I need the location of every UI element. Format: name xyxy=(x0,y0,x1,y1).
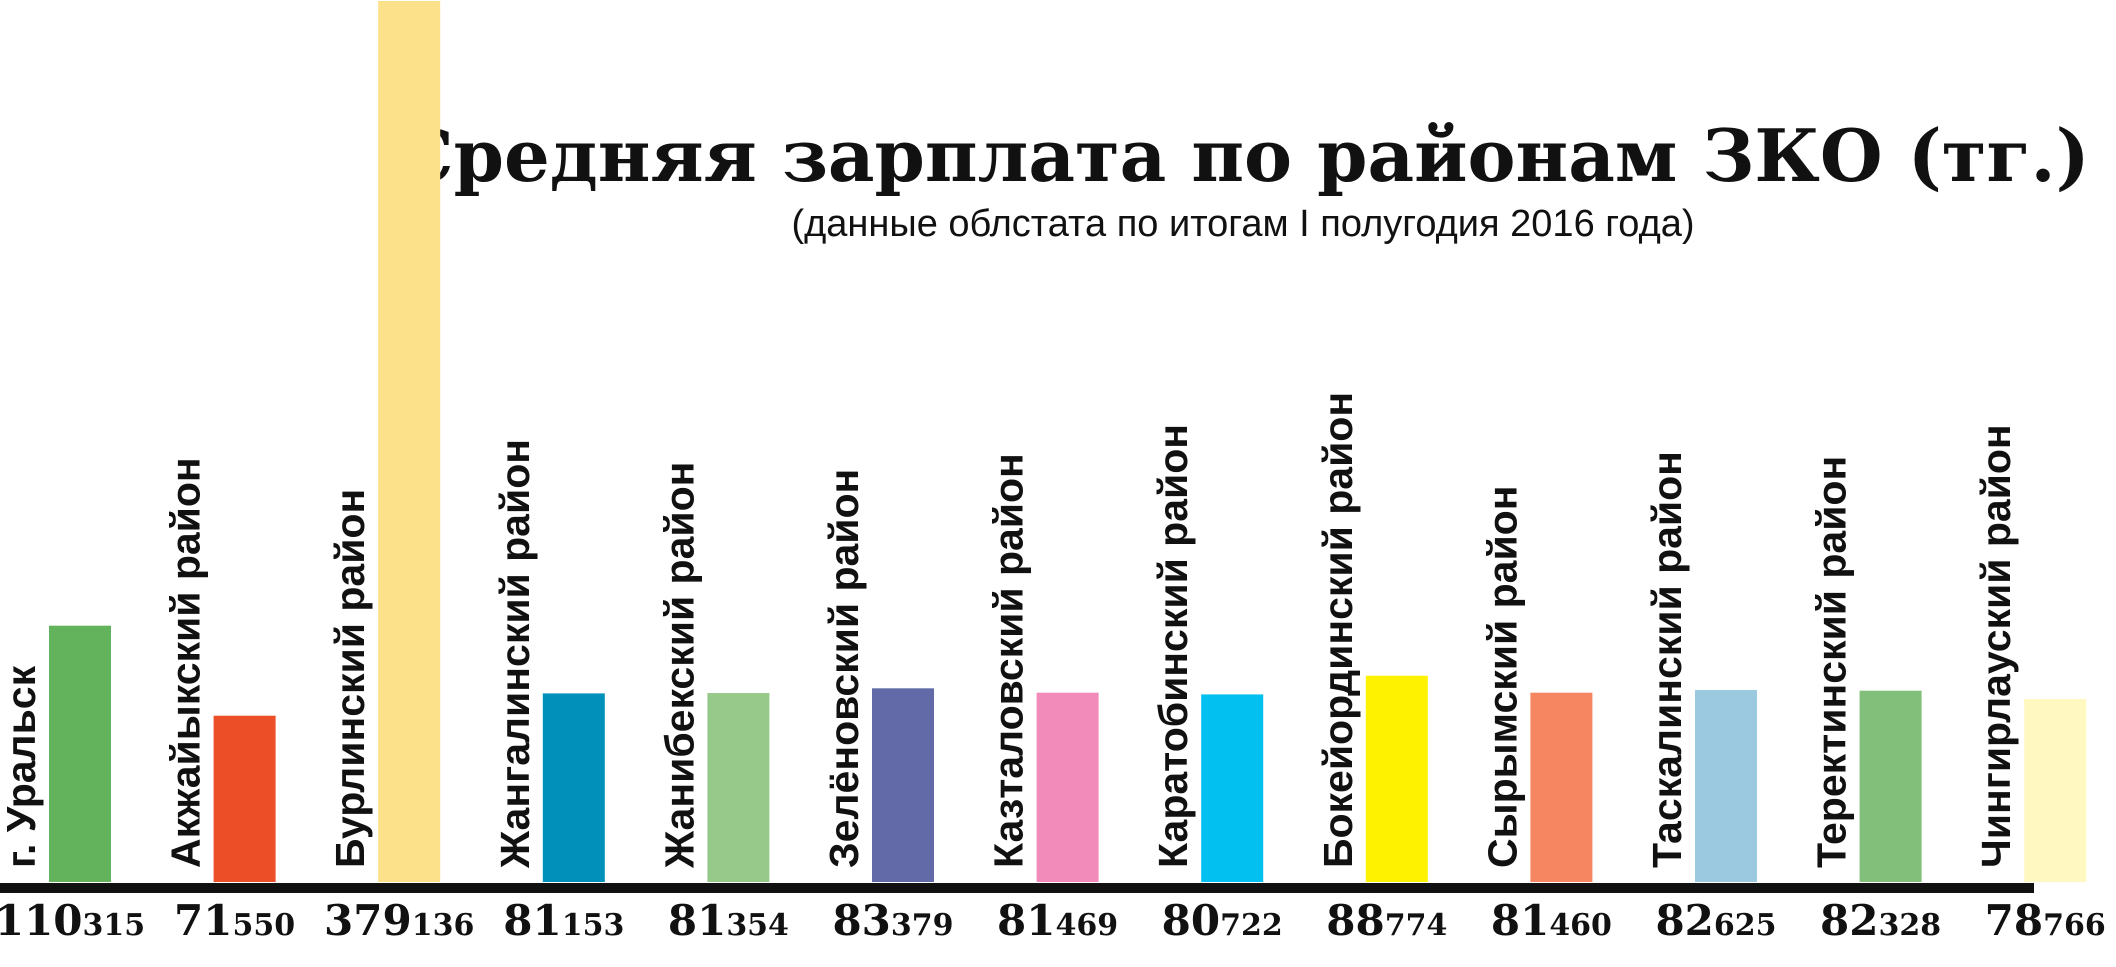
category-label-5: Зелёновский район xyxy=(821,469,867,868)
bars-group xyxy=(49,1,2087,882)
bar-0 xyxy=(49,625,111,882)
category-label-2: Бурлинский район xyxy=(327,489,373,868)
value-label-8: 88774 xyxy=(1326,896,1447,945)
value-label-6: 81469 xyxy=(997,896,1118,945)
bar-7 xyxy=(1201,694,1264,882)
bar-10 xyxy=(1695,690,1757,882)
category-label-4: Жанибекский район xyxy=(656,462,702,869)
bar-1 xyxy=(213,715,276,882)
bar-6 xyxy=(1036,692,1099,882)
category-label-11: Теректинский район xyxy=(1809,456,1855,868)
bar-12 xyxy=(2024,699,2087,882)
value-label-5: 83379 xyxy=(832,896,953,945)
bar-8 xyxy=(1365,675,1428,882)
category-label-9: Сырымский район xyxy=(1479,486,1525,868)
bar-5 xyxy=(872,688,934,882)
value-label-10: 82625 xyxy=(1655,896,1776,945)
category-label-3: Жангалинский район xyxy=(492,439,538,869)
value-label-3: 81153 xyxy=(503,896,624,945)
bar-4 xyxy=(707,693,770,882)
value-label-12: 78766 xyxy=(1985,896,2106,945)
value-label-4: 81354 xyxy=(668,896,789,945)
category-label-10: Таскалинский район xyxy=(1644,451,1690,868)
x-axis-baseline xyxy=(0,883,2034,893)
bar-9 xyxy=(1530,692,1593,882)
category-label-12: Чингирлауский район xyxy=(1973,424,2019,868)
category-label-8: Бокейординский район xyxy=(1315,392,1361,868)
category-label-7: Каратобинский район xyxy=(1150,424,1196,868)
value-label-2: 379136 xyxy=(324,896,474,945)
category-label-0: г. Уральск xyxy=(0,665,44,868)
value-labels-group: 110315 71550 379136 81153 81354 83379 81469 807… xyxy=(0,896,2106,945)
chart-title: Средняя зарплата по районам ЗКО (тг.) xyxy=(396,113,2089,198)
chart-subtitle: (данные облстата по итогам I полугодия 2… xyxy=(791,203,1694,245)
value-label-7: 80722 xyxy=(1162,896,1283,945)
value-label-1: 71550 xyxy=(174,896,295,945)
category-labels-group: г. Уральск Акжайыкский район Бурлинский ра… xyxy=(0,392,2019,869)
category-label-6: Казталовский район xyxy=(986,453,1032,868)
bar-3 xyxy=(542,693,605,882)
bar-11 xyxy=(1859,690,1922,882)
bar-2 xyxy=(378,1,441,882)
category-label-1: Акжайыкский район xyxy=(163,457,209,868)
value-label-11: 82328 xyxy=(1820,896,1941,945)
value-label-0: 110315 xyxy=(0,896,145,945)
value-label-9: 81460 xyxy=(1491,896,1612,945)
